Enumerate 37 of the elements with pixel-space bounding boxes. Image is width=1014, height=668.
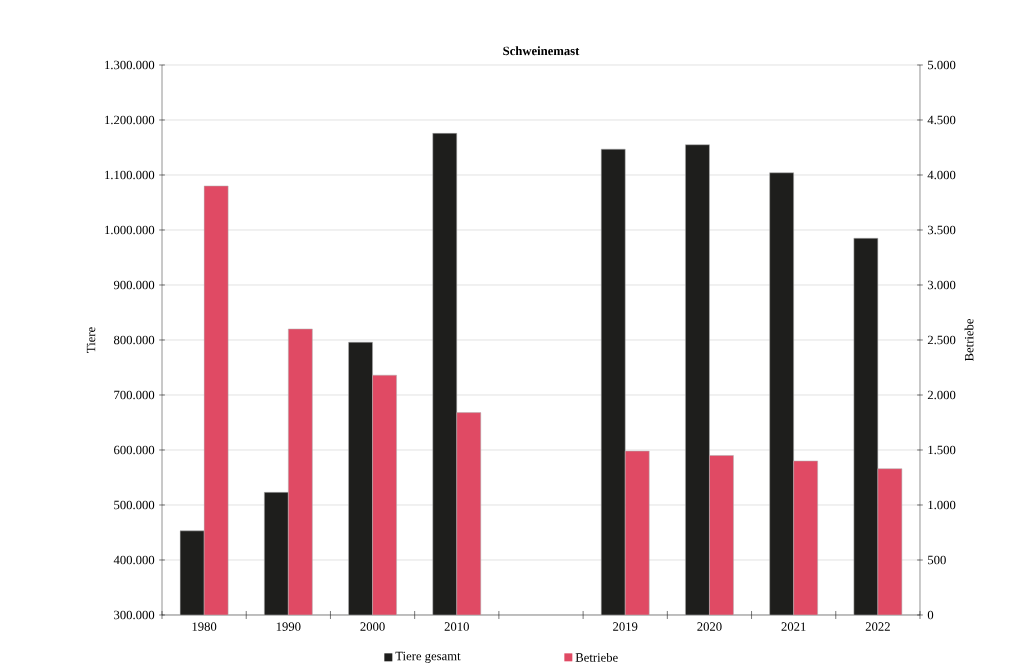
y-tick-label: 900.000: [113, 280, 155, 290]
bar: [203, 185, 229, 615]
y2-tick-label: 4.000: [927, 170, 956, 180]
x-tick-label: 2000: [360, 622, 385, 631]
y2-tick-label: 1.000: [928, 500, 956, 510]
y-tick-label: 1.200.000: [105, 115, 155, 125]
y2-tick-label: 4.500: [927, 115, 956, 125]
y-axis-title: Tiere: [86, 327, 96, 353]
y2-axis-title: Betriebe: [964, 318, 974, 362]
y-tick-label: 1.000.000: [105, 225, 155, 235]
y2-tick-label: 500: [928, 555, 946, 565]
y2-tick-label: 3.500: [927, 225, 956, 235]
x-tick-label: 2019: [613, 622, 638, 631]
x-tick-label: 2021: [781, 622, 806, 631]
y-tick-label: 800.000: [113, 335, 155, 345]
x-tick-label: 1980: [192, 622, 217, 631]
x-tick-label: 2010: [444, 622, 469, 631]
x-tick-label: 2020: [697, 622, 722, 631]
y2-tick-label: 3.000: [927, 280, 956, 290]
y-tick-label: 1.100.000: [105, 170, 155, 180]
bar: [288, 328, 313, 615]
y2-tick-label: 2.500: [927, 335, 956, 345]
y2-tick-label: 0: [927, 610, 934, 620]
y2-tick-label: 1.500: [928, 445, 956, 455]
y2-tick-label: 2.000: [927, 390, 956, 400]
legend-label: Tiere gesamt: [395, 651, 461, 663]
legend-label: Betriebe: [575, 652, 618, 662]
y2-tick-label: 5.000: [928, 60, 956, 70]
y-tick-label: 300.000: [114, 610, 155, 620]
y-tick-label: 700.000: [114, 390, 155, 400]
x-tick-label: 2022: [865, 622, 890, 631]
y-tick-label: 400.000: [113, 555, 155, 565]
chart-title: Schweinemast: [503, 46, 580, 56]
y-tick-label: 500.000: [114, 500, 155, 510]
x-tick-label: 1990: [276, 622, 301, 631]
y-tick-label: 1.300.000: [105, 60, 155, 70]
y-tick-label: 600.000: [114, 445, 155, 455]
